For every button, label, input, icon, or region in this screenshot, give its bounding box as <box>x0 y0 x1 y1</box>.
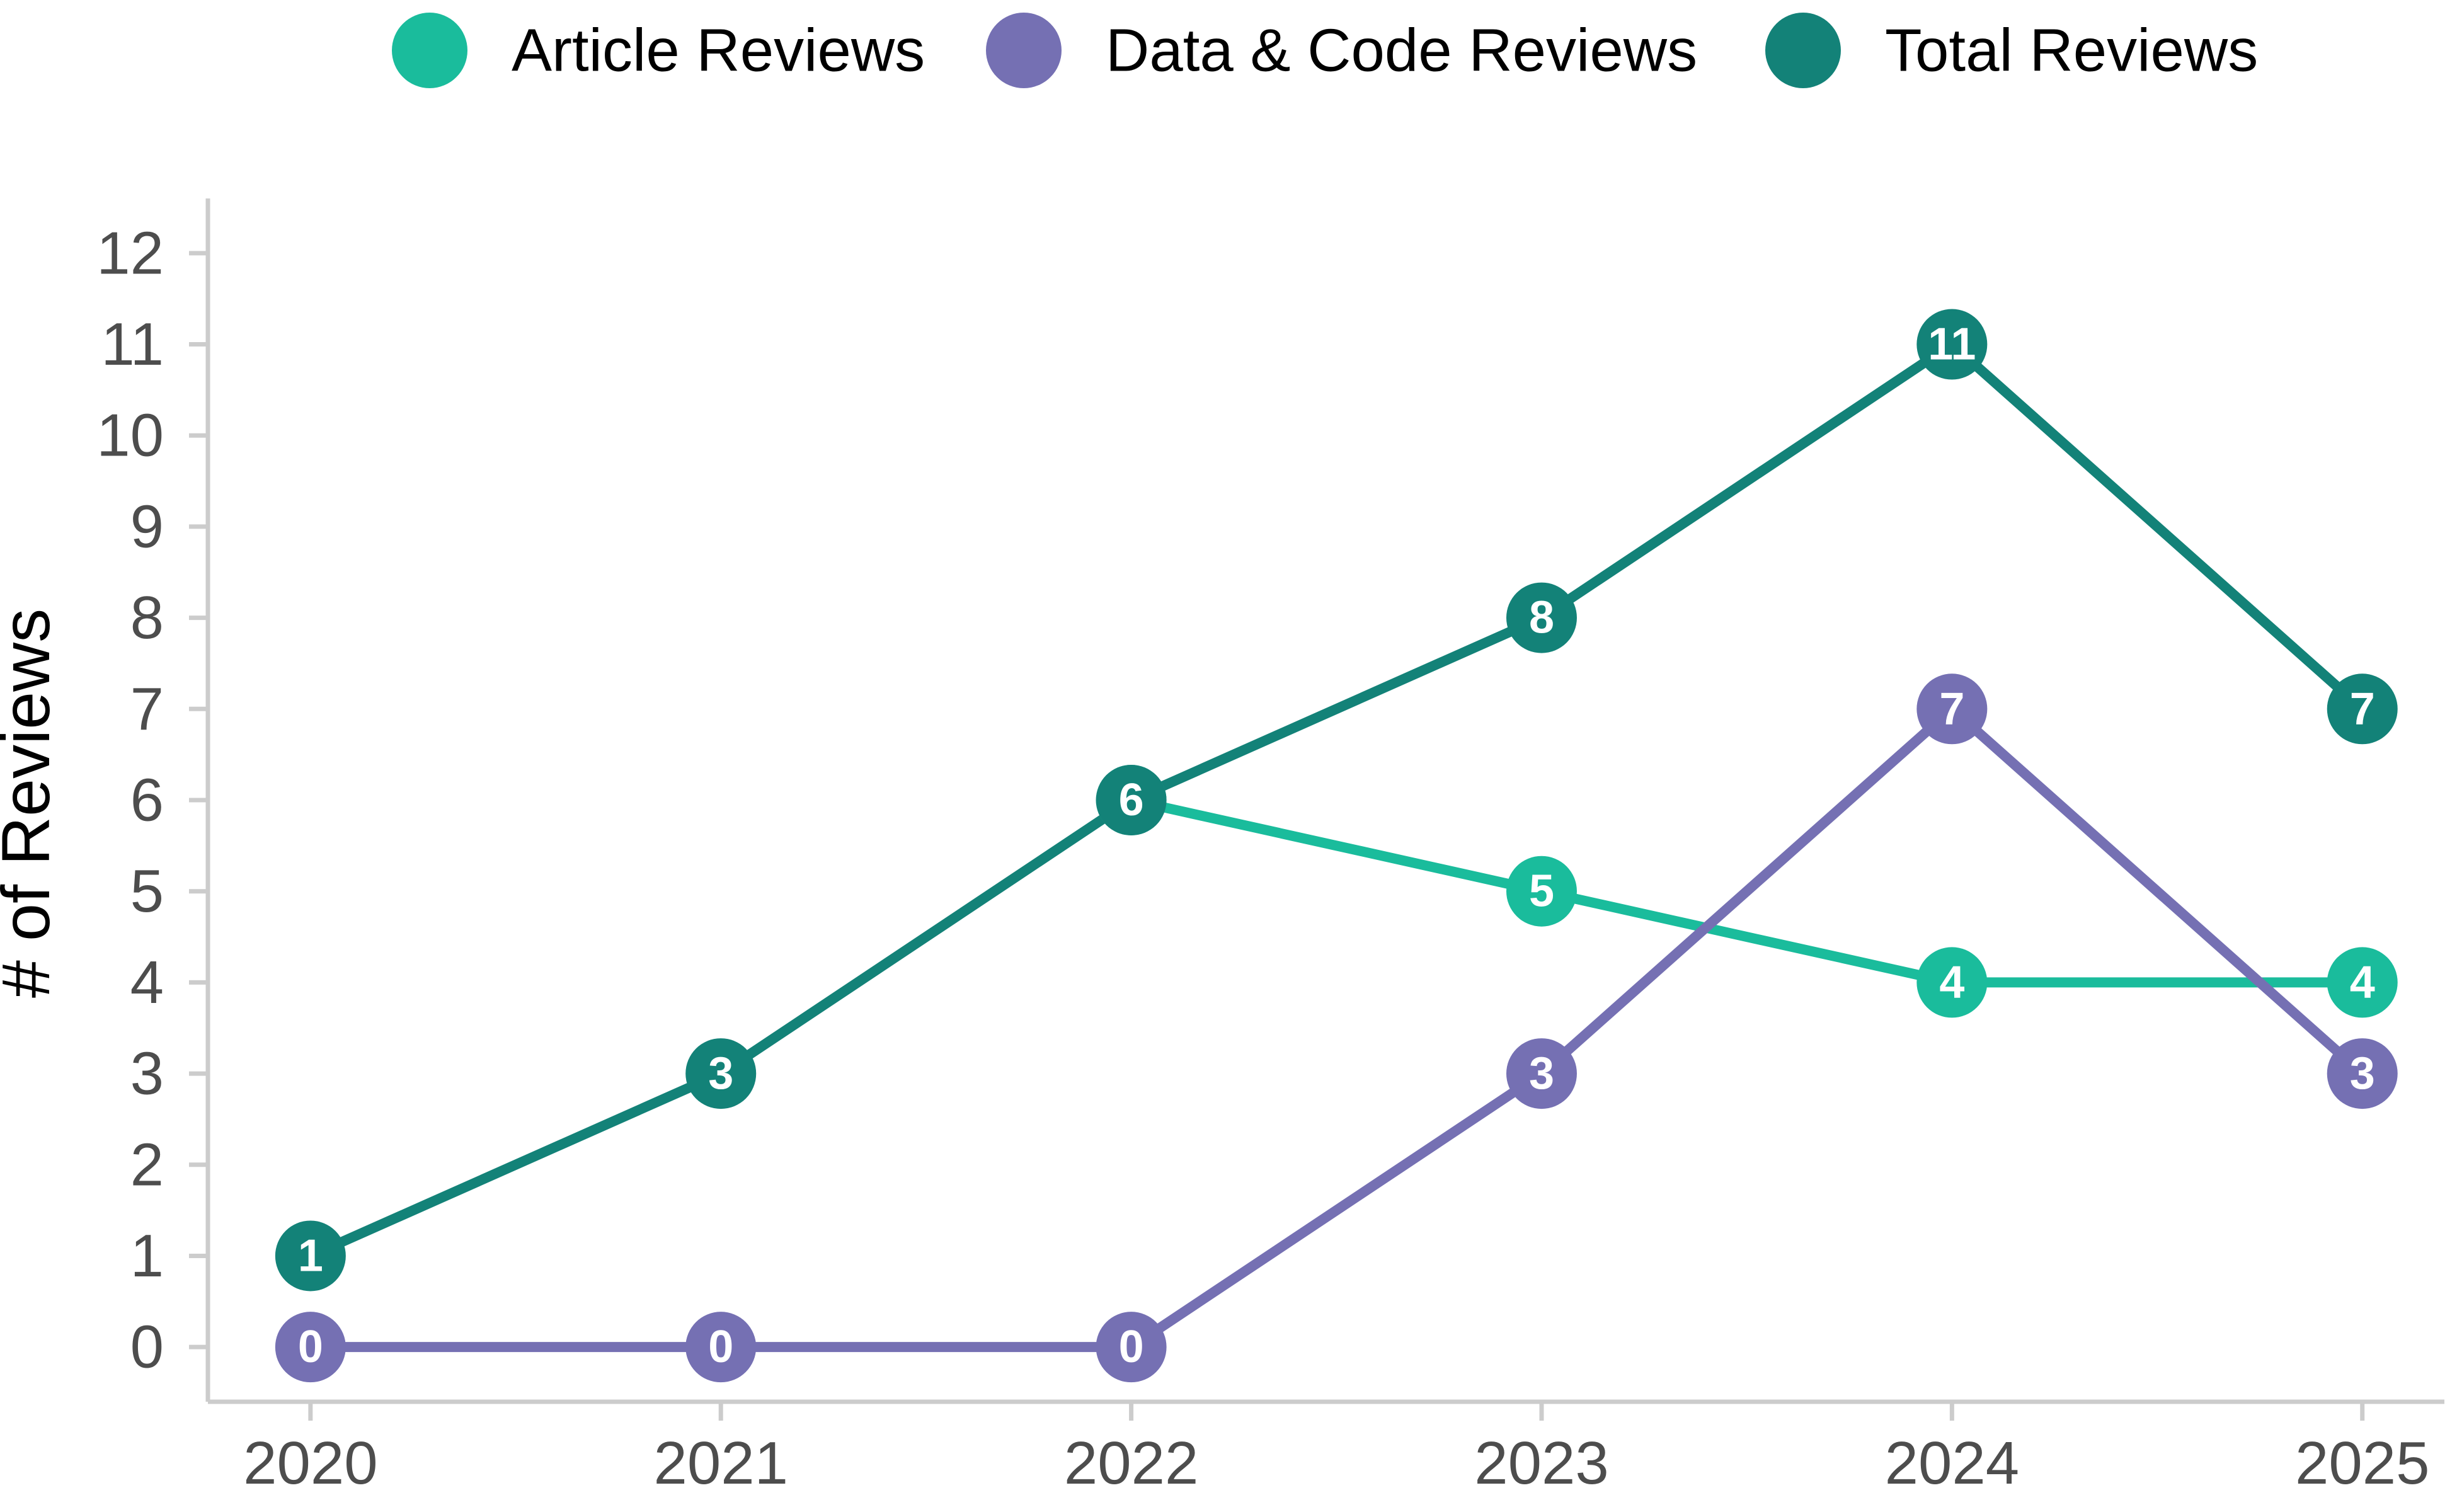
y-tick-label: 1 <box>130 1222 164 1290</box>
y-tick-label: 12 <box>96 219 164 287</box>
y-tick-label: 6 <box>130 767 164 834</box>
data-point-data-and-code-reviews <box>685 1312 757 1383</box>
data-point-data-and-code-reviews <box>275 1312 346 1383</box>
y-tick-label: 5 <box>130 857 164 925</box>
data-label: 3 <box>1529 1048 1554 1099</box>
x-tick-label: 2022 <box>1064 1429 1199 1497</box>
x-tick-label: 2020 <box>243 1429 378 1497</box>
data-label: 7 <box>2350 684 2375 734</box>
data-point-article-reviews <box>1916 947 1988 1018</box>
y-tick-label: 10 <box>96 402 164 469</box>
data-point-total-reviews <box>685 1038 757 1109</box>
y-tick-label: 7 <box>130 675 164 743</box>
data-point-data-and-code-reviews <box>2327 1038 2398 1109</box>
data-point-data-and-code-reviews <box>1916 673 1988 745</box>
legend-item-article-reviews: Article Reviews <box>392 13 925 88</box>
data-label: 11 <box>1928 319 1976 370</box>
series-line-data-and-code-reviews <box>305 704 2368 1353</box>
y-tick-label: 0 <box>130 1314 164 1381</box>
series-data-and-code-reviews <box>305 704 2368 1353</box>
legend: Article Reviews Data & Code Reviews Total … <box>392 13 2258 88</box>
x-tick-label: 2021 <box>653 1429 788 1497</box>
data-point-data-and-code-reviews <box>1506 1038 1577 1109</box>
data-point-total-reviews <box>2327 673 2398 745</box>
series-line-total-reviews <box>305 339 2368 1261</box>
legend-label: Total Reviews <box>1885 17 2258 84</box>
legend-swatch <box>392 13 467 88</box>
legend-label: Data & Code Reviews <box>1106 17 1697 84</box>
x-tick-label: 2025 <box>2295 1429 2430 1497</box>
data-point-total-reviews <box>275 1220 346 1292</box>
x-tick-label: 2024 <box>1885 1429 2020 1497</box>
legend-item-data-and-code-reviews: Data & Code Reviews <box>986 13 1697 88</box>
data-label: 4 <box>2350 957 2375 1007</box>
data-point-data-and-code-reviews <box>1096 1312 1167 1383</box>
series: 65440003731368117 <box>275 309 2398 1383</box>
y-tick-label: 11 <box>101 311 164 378</box>
series-line-article-reviews <box>1126 795 2368 988</box>
data-label: 3 <box>2350 1048 2375 1099</box>
data-point-total-reviews <box>1916 309 1988 380</box>
data-point-article-reviews <box>1506 856 1577 927</box>
data-label: 7 <box>1939 684 1964 734</box>
series-article-reviews <box>1126 795 2368 988</box>
y-axis-title: # of Reviews <box>0 609 64 998</box>
y-tick-label: 8 <box>130 584 164 651</box>
data-point-total-reviews <box>1096 765 1167 835</box>
data-label: 0 <box>298 1322 323 1372</box>
data-label: 4 <box>1939 957 1964 1007</box>
data-label: 8 <box>1529 593 1554 643</box>
legend-label: Article Reviews <box>512 17 925 84</box>
data-label: 3 <box>708 1048 733 1099</box>
y-tick-label: 9 <box>130 493 164 560</box>
data-label: 6 <box>1119 775 1144 825</box>
series-total-reviews <box>305 339 2368 1261</box>
legend-swatch <box>1765 13 1841 88</box>
data-label: 0 <box>1119 1322 1144 1372</box>
legend-item-total-reviews: Total Reviews <box>1765 13 2258 88</box>
data-point-article-reviews <box>2327 947 2398 1018</box>
y-tick-label: 3 <box>130 1040 164 1108</box>
y-tick-label: 4 <box>130 949 164 1016</box>
data-label: 5 <box>1529 866 1554 917</box>
data-point-total-reviews <box>1506 582 1577 653</box>
data-label: 0 <box>708 1322 733 1372</box>
data-label: 1 <box>298 1230 323 1281</box>
x-tick-label: 2023 <box>1474 1429 1609 1497</box>
y-tick-label: 2 <box>130 1131 164 1198</box>
legend-swatch <box>986 13 1062 88</box>
